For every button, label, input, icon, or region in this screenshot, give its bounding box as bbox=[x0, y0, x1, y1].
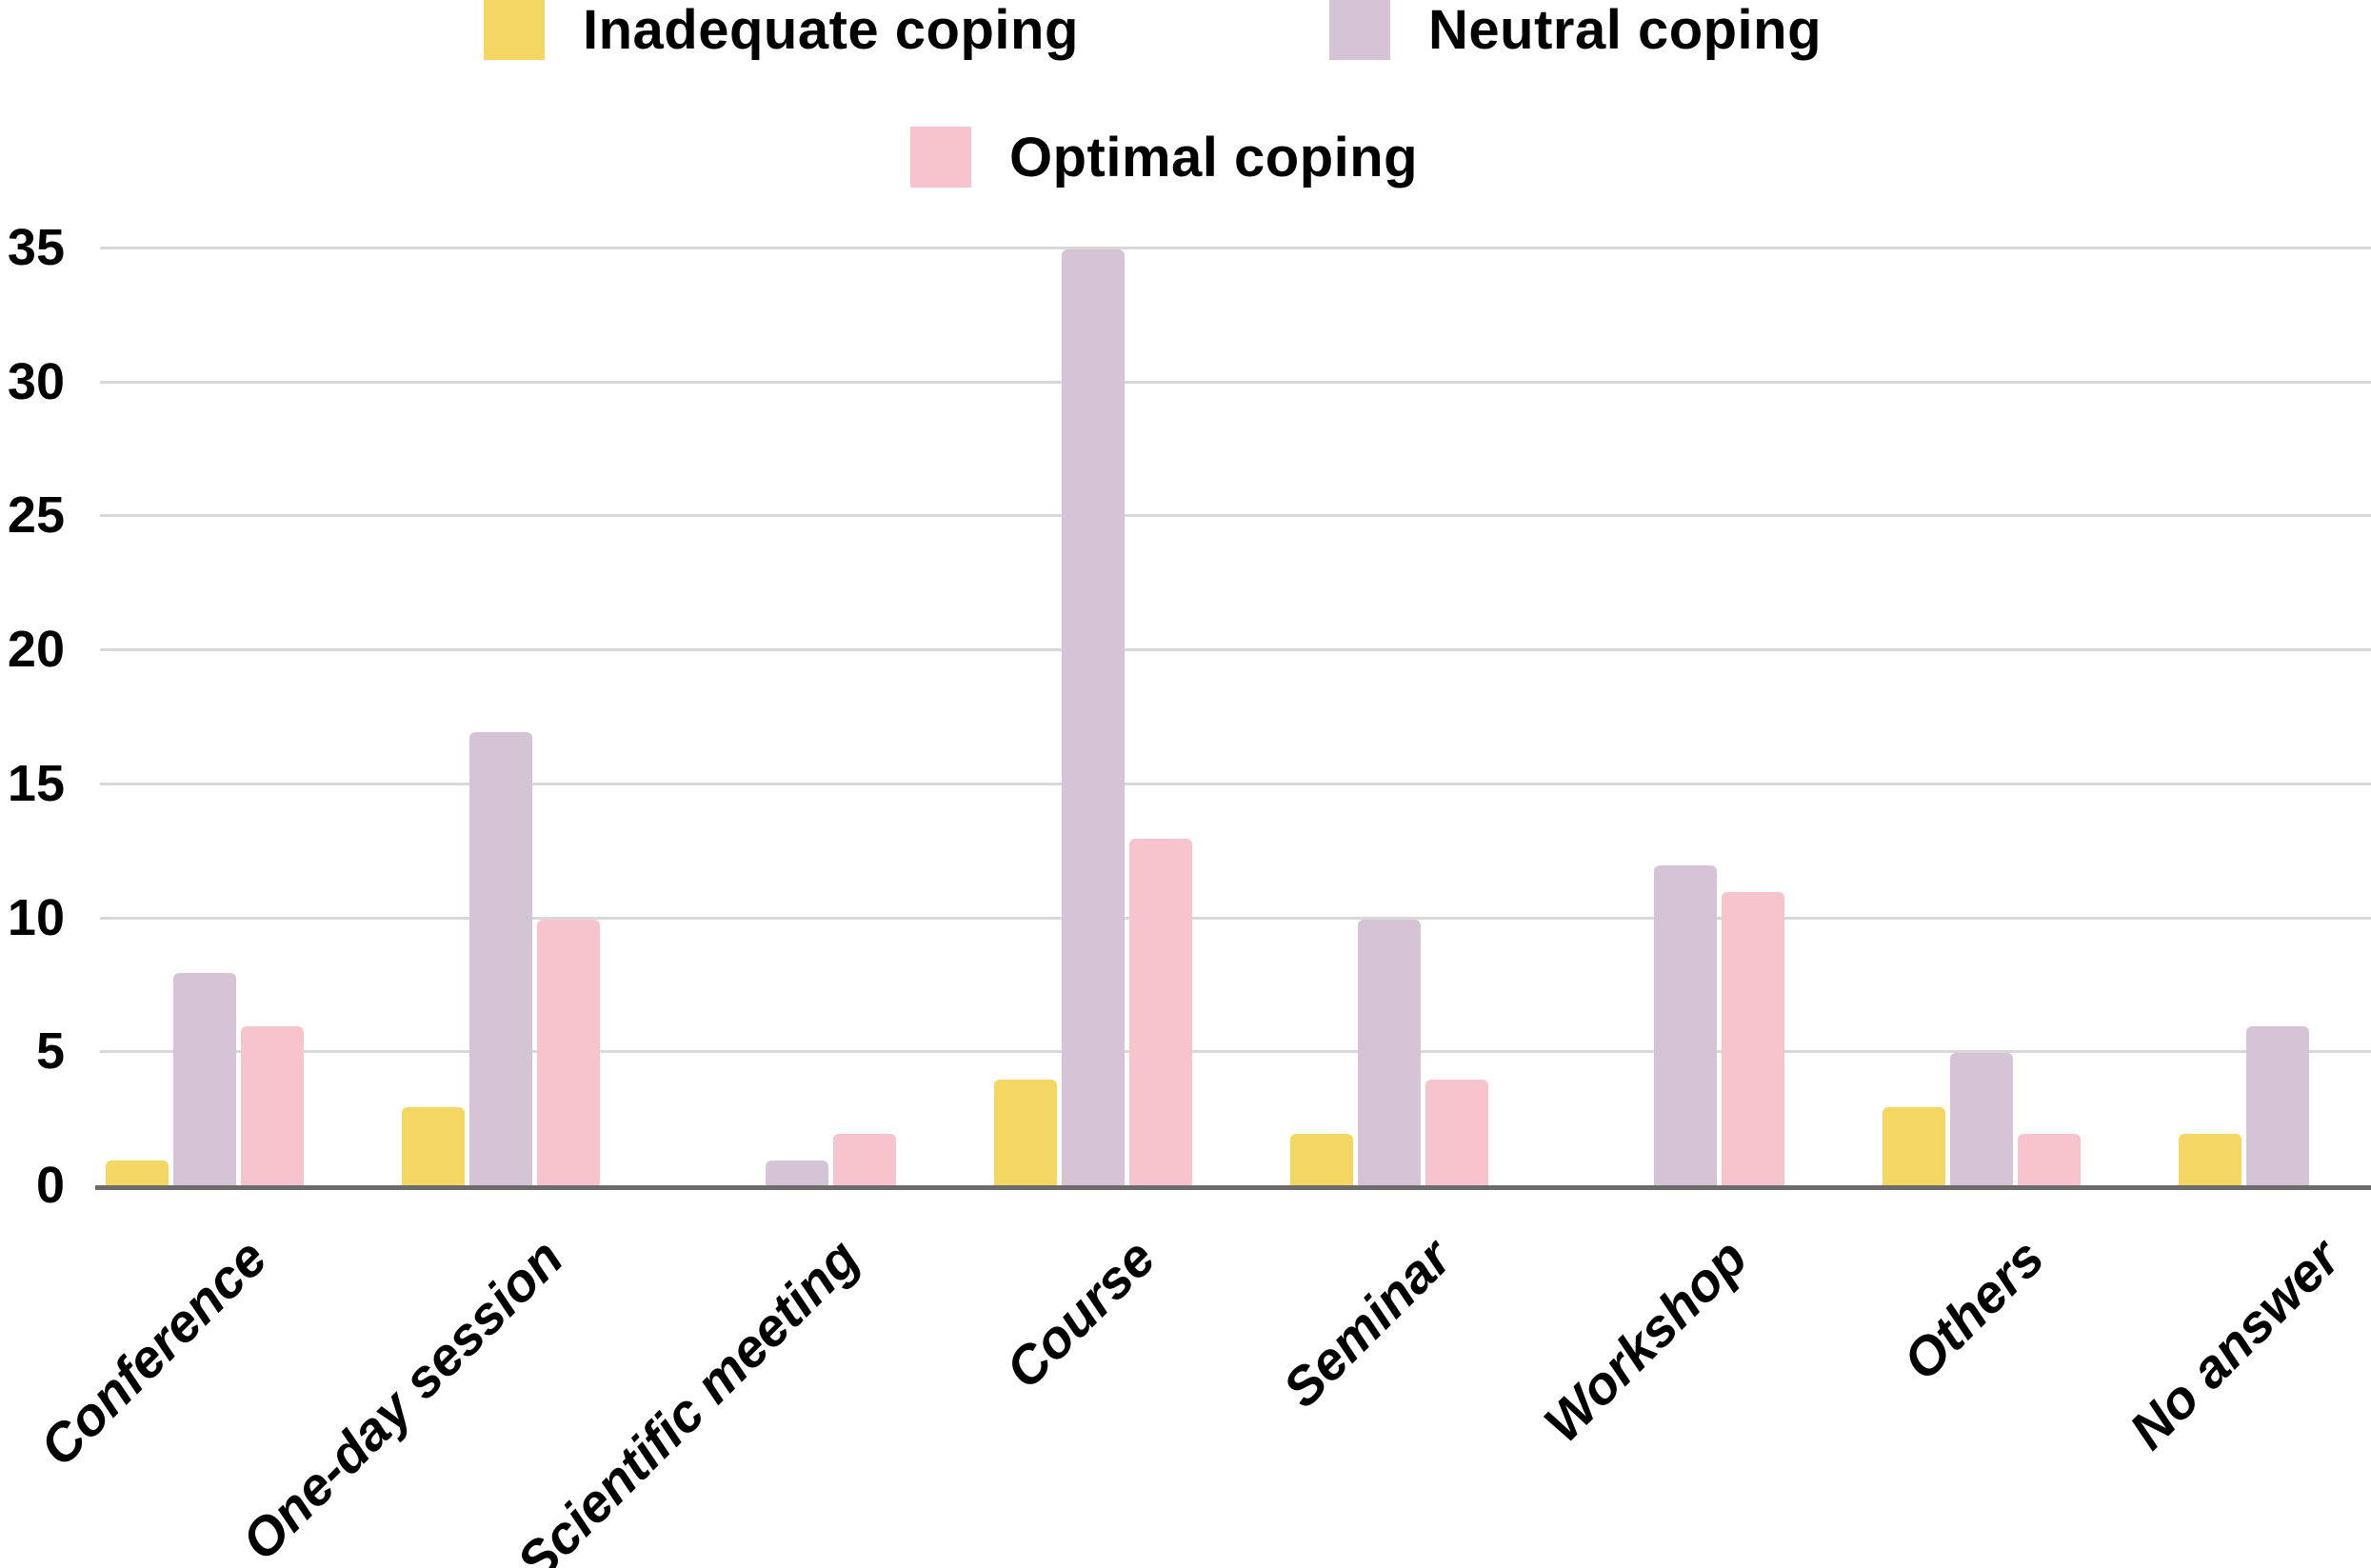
bar-workshop-neutral-coping bbox=[1654, 865, 1717, 1187]
y-tick-label-15: 15 bbox=[7, 754, 65, 812]
legend-label-optimal-coping: Optimal coping bbox=[1009, 126, 1419, 189]
gridline-30 bbox=[100, 380, 2371, 384]
bar-course-optimal-coping bbox=[1129, 839, 1192, 1187]
gridline-15 bbox=[100, 782, 2371, 785]
legend-label-inadequate-coping: Inadequate coping bbox=[583, 0, 1079, 61]
y-tick-label-35: 35 bbox=[7, 219, 65, 276]
y-tick-label-25: 25 bbox=[7, 486, 65, 545]
legend-item-inadequate-coping: Inadequate coping bbox=[484, 0, 1079, 61]
x-axis-line bbox=[95, 1185, 2371, 1190]
x-category-label-conference: Conference bbox=[28, 1227, 278, 1478]
bar-others-inadequate-coping bbox=[1883, 1107, 1945, 1187]
legend-item-optimal-coping: Optimal coping bbox=[910, 126, 1419, 189]
bar-conference-optimal-coping bbox=[241, 1026, 304, 1187]
gridline-35 bbox=[100, 247, 2371, 249]
x-category-label-no-answer: No answer bbox=[2117, 1227, 2351, 1460]
bar-course-neutral-coping bbox=[1062, 249, 1125, 1187]
x-category-label-course: Course bbox=[993, 1227, 1166, 1400]
bar-no-answer-inadequate-coping bbox=[2179, 1134, 2241, 1187]
bar-seminar-neutral-coping bbox=[1358, 920, 1421, 1187]
y-tick-label-0: 0 bbox=[35, 1157, 65, 1214]
gridline-25 bbox=[100, 514, 2371, 518]
bar-one-day-session-optimal-coping bbox=[537, 920, 600, 1187]
gridline-10 bbox=[100, 916, 2371, 920]
bar-conference-neutral-coping bbox=[173, 973, 236, 1187]
bar-scientific-meeting-optimal-coping bbox=[833, 1134, 896, 1187]
legend-label-neutral-coping: Neutral coping bbox=[1428, 0, 1823, 61]
x-category-label-seminar: Seminar bbox=[1270, 1227, 1463, 1419]
legend-swatch-inadequate-coping bbox=[484, 0, 545, 60]
y-tick-label-5: 5 bbox=[35, 1022, 65, 1081]
y-tick-label-20: 20 bbox=[7, 621, 65, 679]
x-category-label-one-day-session: One-day session bbox=[229, 1227, 574, 1568]
bar-others-optimal-coping bbox=[2018, 1134, 2081, 1187]
bar-one-day-session-neutral-coping bbox=[469, 732, 532, 1187]
bar-scientific-meeting-neutral-coping bbox=[766, 1161, 828, 1187]
x-category-label-workshop: Workshop bbox=[1532, 1227, 1759, 1454]
bar-one-day-session-inadequate-coping bbox=[402, 1107, 465, 1187]
gridline-20 bbox=[100, 648, 2371, 652]
bar-seminar-inadequate-coping bbox=[1290, 1134, 1353, 1187]
bar-conference-inadequate-coping bbox=[106, 1161, 169, 1187]
legend-swatch-neutral-coping bbox=[1329, 0, 1390, 60]
gridline-5 bbox=[100, 1050, 2371, 1054]
y-tick-label-10: 10 bbox=[7, 888, 65, 946]
bar-course-inadequate-coping bbox=[994, 1080, 1057, 1187]
y-tick-label-30: 30 bbox=[7, 352, 65, 410]
bar-no-answer-neutral-coping bbox=[2246, 1026, 2309, 1187]
bar-others-neutral-coping bbox=[1950, 1053, 2013, 1187]
legend-swatch-optimal-coping bbox=[910, 127, 971, 188]
bar-workshop-optimal-coping bbox=[1722, 892, 1784, 1187]
x-category-label-others: Others bbox=[1890, 1227, 2055, 1392]
legend-item-neutral-coping: Neutral coping bbox=[1329, 0, 1823, 61]
bar-seminar-optimal-coping bbox=[1425, 1080, 1488, 1187]
